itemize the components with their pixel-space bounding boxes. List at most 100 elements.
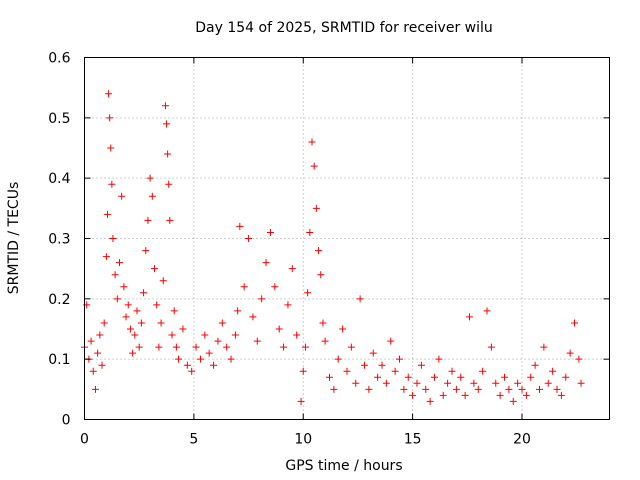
- data-point: [562, 373, 570, 381]
- data-point: [544, 379, 552, 387]
- data-point: [531, 361, 539, 369]
- data-point: [103, 210, 111, 218]
- data-point: [113, 295, 121, 303]
- data-point: [196, 355, 204, 363]
- data-point: [312, 204, 320, 212]
- x-tick-label: 5: [189, 432, 198, 448]
- y-tick-label: 0.3: [48, 232, 70, 248]
- data-point: [137, 319, 145, 327]
- data-point: [356, 295, 364, 303]
- data-point: [280, 343, 288, 351]
- data-point: [133, 307, 141, 315]
- data-point: [466, 313, 473, 321]
- data-point: [192, 343, 200, 351]
- data-point: [106, 114, 114, 122]
- data-point: [330, 385, 338, 393]
- data-point: [218, 319, 226, 327]
- data-point: [577, 379, 585, 387]
- data-point: [352, 379, 360, 387]
- data-point: [175, 355, 183, 363]
- data-point: [249, 313, 257, 321]
- data-point: [142, 247, 150, 255]
- data-point: [514, 379, 522, 387]
- data-point: [284, 301, 292, 309]
- data-point: [166, 216, 174, 224]
- data-point: [94, 349, 102, 357]
- x-axis-label: GPS time / hours: [285, 458, 402, 474]
- data-point: [107, 144, 115, 152]
- data-point: [396, 355, 403, 363]
- data-point: [157, 319, 165, 327]
- data-point: [527, 373, 535, 381]
- data-point: [571, 319, 578, 327]
- data-point: [116, 259, 123, 267]
- data-point: [509, 397, 517, 405]
- data-point: [575, 355, 583, 363]
- data-point: [308, 138, 316, 146]
- data-point: [391, 367, 399, 375]
- data-point: [374, 373, 382, 381]
- data-point: [306, 228, 314, 236]
- data-point: [240, 283, 248, 291]
- data-point: [111, 271, 119, 279]
- data-point: [400, 385, 408, 393]
- data-point: [214, 337, 222, 345]
- data-point: [501, 373, 508, 381]
- data-point: [275, 325, 283, 333]
- data-point: [553, 385, 561, 393]
- data-point: [479, 367, 487, 375]
- x-tick-label: 0: [80, 432, 89, 448]
- data-point: [422, 385, 430, 393]
- data-point: [163, 120, 171, 128]
- data-point: [339, 325, 347, 333]
- data-point: [236, 222, 244, 230]
- data-point: [172, 343, 180, 351]
- data-point: [297, 397, 305, 405]
- data-point: [144, 216, 152, 224]
- data-point: [129, 349, 137, 357]
- data-point: [439, 391, 447, 399]
- data-point: [91, 385, 99, 393]
- data-point: [231, 331, 239, 339]
- data-point: [146, 174, 154, 182]
- data-point: [347, 343, 355, 351]
- data-point: [457, 373, 465, 381]
- y-tick-label: 0.1: [48, 352, 70, 368]
- data-point: [334, 355, 342, 363]
- y-tick-label: 0.2: [48, 292, 70, 308]
- data-point: [293, 331, 301, 339]
- data-point: [183, 361, 191, 369]
- y-tick-label: 0.5: [48, 111, 70, 127]
- data-point: [343, 367, 351, 375]
- data-point: [522, 391, 530, 399]
- data-point: [262, 259, 270, 267]
- data-point: [557, 391, 565, 399]
- data-point: [168, 331, 176, 339]
- data-point: [387, 337, 395, 345]
- data-points: [81, 90, 585, 405]
- data-point: [108, 180, 116, 188]
- data-point: [369, 349, 377, 357]
- data-point: [487, 343, 495, 351]
- data-point: [153, 301, 161, 309]
- data-point: [118, 192, 126, 200]
- data-point: [365, 385, 373, 393]
- data-point: [135, 343, 143, 351]
- data-point: [409, 391, 417, 399]
- data-point: [448, 367, 456, 375]
- grid: [84, 57, 610, 420]
- y-tick-label: 0: [62, 413, 71, 429]
- data-point: [536, 385, 543, 393]
- data-point: [124, 301, 132, 309]
- data-point: [549, 367, 557, 375]
- data-point: [540, 343, 548, 351]
- data-point: [492, 379, 500, 387]
- data-point: [361, 361, 368, 369]
- data-point: [304, 289, 312, 297]
- data-point: [210, 361, 218, 369]
- data-point: [155, 343, 163, 351]
- data-point: [301, 343, 309, 351]
- data-point: [505, 385, 513, 393]
- data-point: [321, 337, 329, 345]
